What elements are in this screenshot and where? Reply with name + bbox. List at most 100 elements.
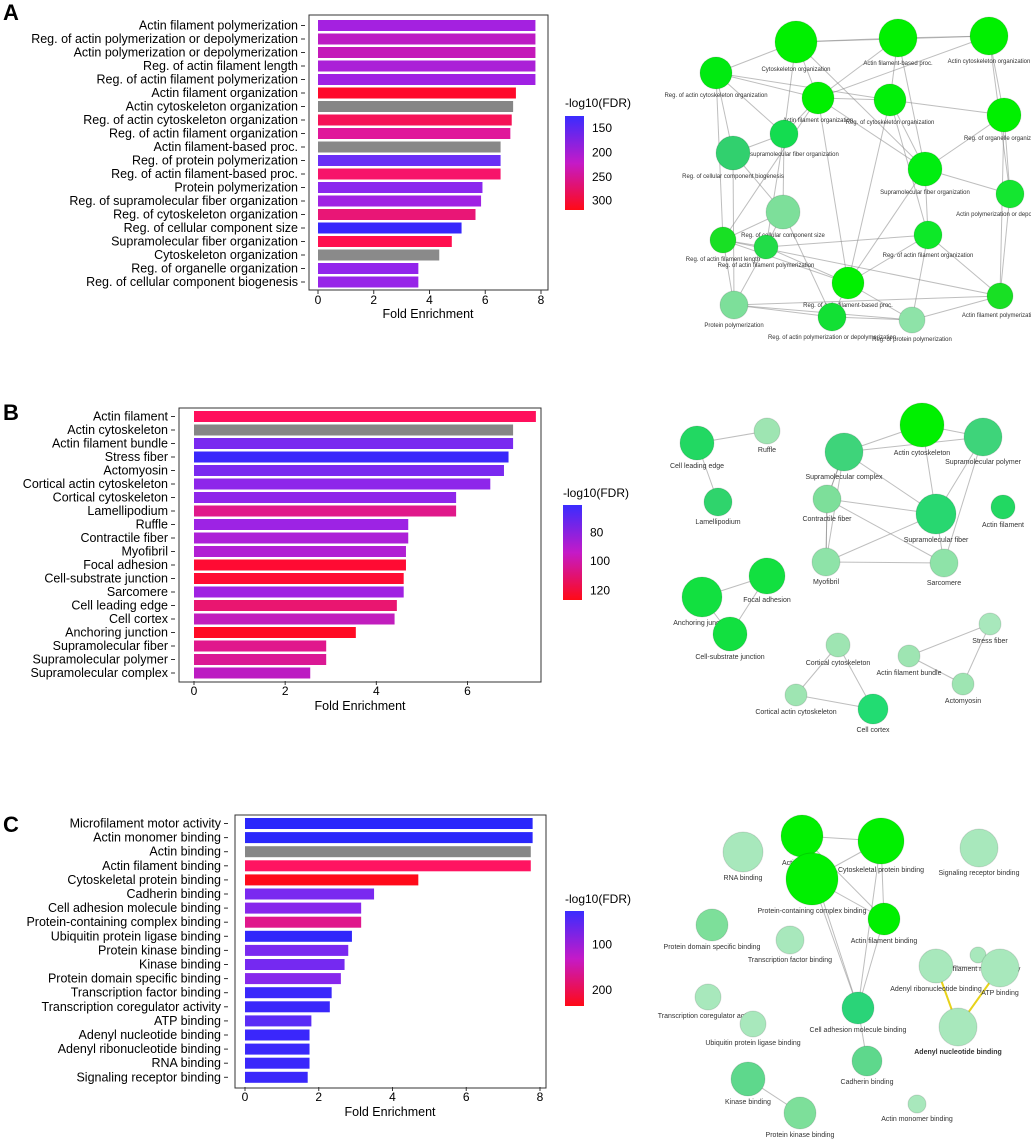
network-node	[801, 81, 835, 115]
bar	[245, 1071, 308, 1083]
category-label: Anchoring junction	[65, 626, 168, 640]
network-node	[963, 417, 1003, 457]
network-node	[951, 672, 975, 696]
x-tick-label: 0	[191, 684, 198, 698]
network-node	[897, 644, 921, 668]
network-node-label: Cadherin binding	[841, 1079, 894, 1086]
network-node-label: Lamellipodium	[695, 519, 740, 526]
network-node	[907, 1094, 927, 1114]
network-node-label: RNA binding	[724, 875, 763, 882]
network-node	[681, 576, 723, 618]
bar	[194, 586, 404, 598]
bar	[245, 832, 533, 844]
x-axis-title-b: Fold Enrichment	[314, 699, 406, 713]
category-label: Adenyl ribonucleotide binding	[58, 1042, 221, 1056]
legend-title-c: -log10(FDR)	[565, 892, 631, 906]
network-node	[990, 494, 1016, 520]
network-node	[978, 612, 1002, 636]
network-node-label: Actin cytoskeleton organization	[948, 59, 1031, 65]
plot-frame-c	[234, 814, 547, 1089]
network-edge	[927, 234, 1001, 297]
category-label: Stress fiber	[105, 450, 168, 464]
network-node	[986, 97, 1022, 133]
x-tick-label: 2	[370, 293, 377, 307]
network-node-label: Signaling receptor binding	[939, 870, 1020, 877]
network-node	[907, 151, 943, 187]
network-graph-b: Cell leading edge Ruffle Actin cytoskeleto…	[670, 402, 1024, 734]
bar	[194, 613, 395, 625]
legend-tick-label: 200	[592, 146, 612, 160]
legend-tick-label: 250	[592, 170, 612, 184]
network-edge	[911, 295, 1001, 321]
network-edge	[765, 234, 929, 248]
legend-tick-label: 150	[592, 121, 612, 135]
category-label: Protein-containing complex binding	[26, 915, 221, 929]
network-node	[915, 493, 957, 535]
category-label: Ruffle	[136, 518, 168, 532]
network-node-label: Kinase binding	[725, 1099, 771, 1106]
network-node-label: Reg. of actin filament-based proc.	[803, 303, 893, 309]
category-label: Adenyl nucleotide binding	[79, 1028, 222, 1042]
network-node	[899, 402, 945, 448]
bar	[245, 973, 341, 985]
legend-tick-label: 100	[592, 937, 612, 951]
network-node	[709, 226, 737, 254]
network-node-label: Ubiquitin protein ligase binding	[705, 1040, 800, 1047]
network-node-label: Actin filament binding	[851, 938, 918, 945]
network-edge	[825, 561, 945, 564]
network-node-label: Actin monomer binding	[881, 1116, 953, 1123]
panel-label-b: B	[3, 400, 19, 425]
network-graph-a: Cytoskeleton organization Actin filament-…	[664, 16, 1031, 343]
category-label: Actin filament-based proc.	[153, 140, 298, 154]
bar	[318, 263, 419, 274]
network-node-label: Myofibril	[813, 579, 840, 586]
bar	[245, 930, 352, 942]
network-node-label: Reg. of supramolecular fiber organizatio…	[729, 152, 839, 158]
bar	[318, 182, 483, 193]
network-node	[722, 831, 764, 873]
network-node-label: Reg. of organelle organization	[964, 136, 1031, 142]
bar	[318, 195, 482, 207]
network-node-label: Ruffle	[758, 447, 776, 454]
network-edge	[999, 193, 1011, 297]
x-tick-label: 0	[242, 1090, 249, 1104]
category-label: Reg. of actin polymerization or depolyme…	[31, 32, 298, 46]
x-tick-label: 2	[315, 1090, 322, 1104]
network-node	[851, 1045, 883, 1077]
network-edge	[782, 211, 833, 318]
network-node-label: Protein polymerization	[704, 323, 763, 329]
network-edge	[722, 97, 819, 241]
bar	[245, 1057, 310, 1069]
category-label: Transcription factor binding	[71, 986, 221, 1000]
network-node	[995, 179, 1025, 209]
bar	[194, 532, 409, 544]
network-node-label: Cortical actin cytoskeleton	[755, 709, 836, 716]
network-node	[775, 925, 805, 955]
network-node	[783, 1096, 817, 1130]
category-label: Focal adhesion	[83, 558, 168, 572]
category-label: Reg. of actin filament polymerization	[97, 73, 299, 87]
network-node	[765, 194, 801, 230]
legend-tick-label: 80	[590, 526, 604, 540]
network-edge	[847, 99, 891, 284]
bar	[194, 438, 514, 449]
network-node	[694, 983, 722, 1011]
bar	[245, 902, 362, 914]
network-node-label: Reg. of cellular component biogenesis	[682, 174, 784, 180]
network-edge	[795, 41, 926, 170]
x-tick-label: 4	[389, 1090, 396, 1104]
bar	[245, 987, 332, 999]
category-label: Protein polymerization	[174, 181, 298, 195]
network-node	[780, 814, 824, 858]
bar	[245, 1029, 310, 1041]
network-edge	[715, 72, 819, 99]
legend-tick-label: 100	[590, 554, 610, 568]
bar	[194, 411, 536, 422]
category-label: Actin cytoskeleton	[67, 423, 168, 437]
network-node-label: Protein domain specific binding	[664, 944, 761, 951]
bar	[194, 478, 491, 490]
category-label: Supramolecular fiber	[53, 639, 168, 653]
network-node-label: Reg. of actin polymerization or depolyme…	[768, 335, 896, 341]
network-node	[699, 56, 733, 90]
bar	[318, 236, 452, 247]
